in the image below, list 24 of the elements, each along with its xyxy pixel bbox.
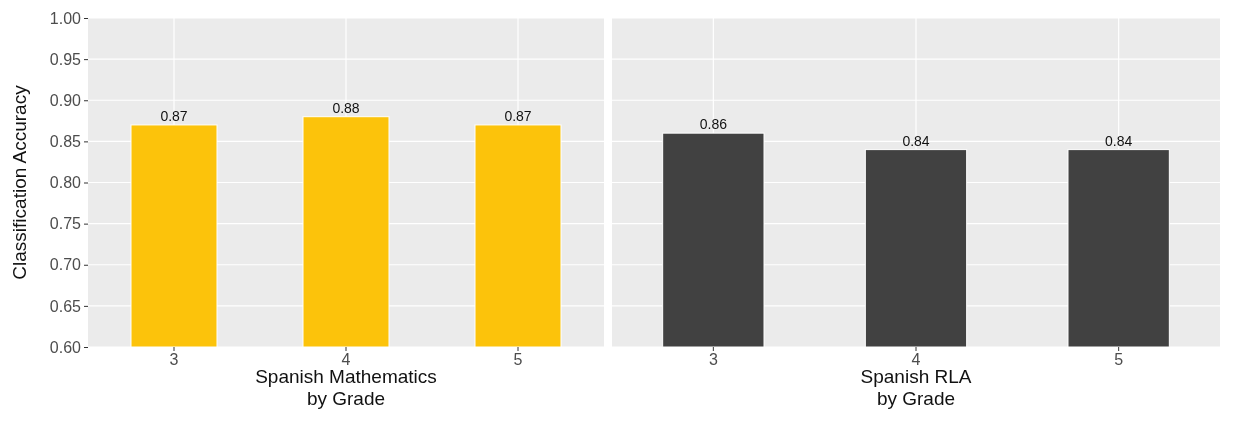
data-label: 0.87: [160, 107, 188, 124]
x-axis-title: Spanish RLA by Grade: [860, 366, 972, 409]
x-tick-label: 5: [513, 351, 523, 369]
y-tick-label: 0.75: [49, 215, 82, 233]
x-tick-label: 3: [708, 351, 718, 369]
x-tick-label: 4: [911, 351, 921, 369]
data-label: 0.88: [332, 99, 360, 116]
y-tick-label: 0.85: [49, 132, 82, 150]
y-tick-label: 0.60: [49, 338, 82, 356]
x-tick-label: 4: [341, 351, 351, 369]
data-label: 0.87: [504, 107, 532, 124]
y-axis-title: Classification Accuracy: [9, 84, 30, 280]
y-tick-label: 0.80: [49, 174, 82, 192]
x-tick-label: 3: [169, 351, 179, 369]
y-tick-label: 1.00: [49, 9, 82, 27]
y-tick-label: 0.95: [49, 50, 82, 68]
x-axis-title: Spanish Mathematics by Grade: [255, 366, 437, 409]
y-tick-label: 0.90: [49, 91, 82, 109]
data-label: 0.84: [1105, 132, 1133, 149]
x-tick-label: 5: [1114, 351, 1124, 369]
y-tick-label: 0.70: [49, 256, 82, 274]
y-tick-label: 0.65: [49, 297, 82, 315]
data-label: 0.84: [902, 132, 930, 149]
data-label: 0.86: [699, 116, 728, 133]
